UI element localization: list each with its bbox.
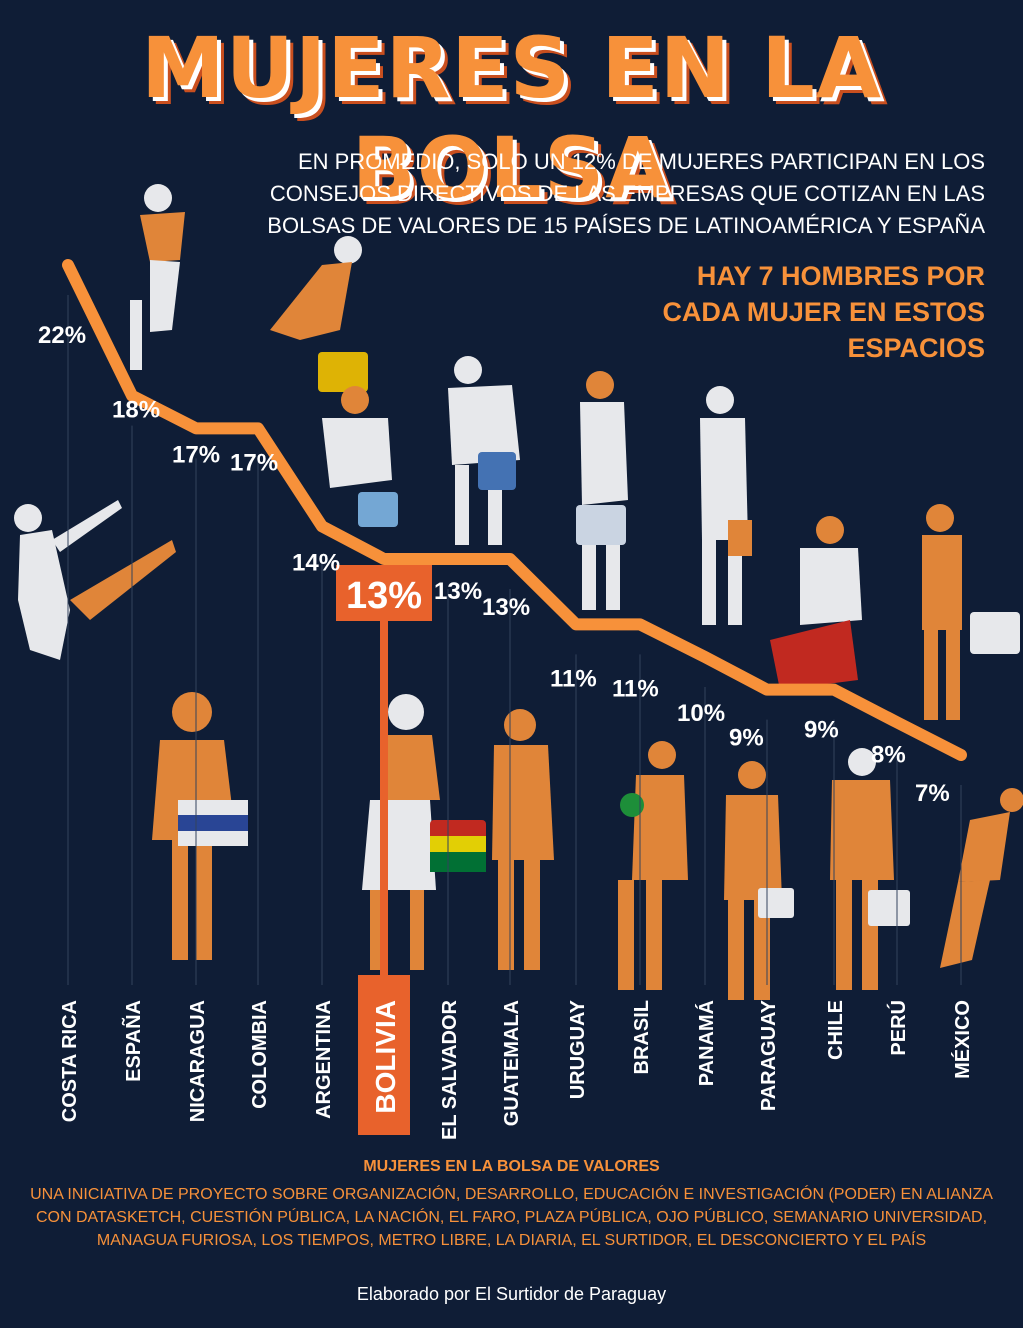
footer-author: Elaborado por El Surtidor de Paraguay bbox=[356, 1284, 667, 1304]
highlight-value-box bbox=[336, 565, 432, 621]
value-label: 13% bbox=[482, 594, 530, 621]
figure-paraguay bbox=[724, 761, 794, 1000]
line-chart: 13% 22%18%17% 17%14%13%13%11% 11%10%9% 9%8%… bbox=[14, 184, 1023, 1140]
footer-credits: Una iniciativa de Proyecto sobre Organiz… bbox=[30, 1186, 993, 1249]
value-label: 8% bbox=[871, 741, 906, 768]
trend-line bbox=[62, 259, 967, 761]
value-label: 7% bbox=[915, 780, 950, 807]
category-guides bbox=[67, 295, 962, 985]
value-label: 13% bbox=[434, 578, 482, 605]
country-label: PANAMÁ bbox=[695, 1000, 718, 1086]
country-label: CHILE bbox=[825, 1000, 847, 1060]
value-label: 11% bbox=[550, 665, 597, 692]
ratio-note: Hay 7 hombres por cada mujer en estos es… bbox=[662, 261, 985, 363]
country-label: NICARAGUA bbox=[187, 1000, 209, 1122]
country-label: PERÚ bbox=[886, 1000, 910, 1056]
figure-panama bbox=[700, 386, 752, 625]
figure-uruguay bbox=[576, 371, 628, 610]
value-label: 9% bbox=[804, 717, 839, 744]
value-label: 17% bbox=[172, 441, 220, 468]
footer-heading: MUJERES EN LA BOLSA DE VALORES bbox=[363, 1158, 660, 1175]
value-label: 17% bbox=[230, 449, 278, 476]
figure-top-pair bbox=[130, 184, 185, 370]
country-label: EL SALVADOR bbox=[439, 999, 461, 1140]
country-labels: COSTA RICA ESPAÑA NICARAGUA COLOMBIA ARGENTI… bbox=[59, 975, 974, 1140]
value-label: 10% bbox=[677, 700, 725, 727]
country-label: MÉXICO bbox=[951, 1000, 974, 1079]
bolivia-highlight-stem: 13% bbox=[336, 565, 432, 991]
country-label: COSTA RICA bbox=[59, 1000, 81, 1122]
figure-argentina bbox=[322, 386, 398, 527]
figure-mexico-falling bbox=[940, 788, 1023, 968]
figure-peru-waving bbox=[922, 504, 1020, 720]
value-label: 22% bbox=[38, 322, 86, 349]
poster-title: MUJERES EN LA BOLSA bbox=[141, 19, 882, 217]
value-label: 14% bbox=[292, 549, 340, 576]
country-label: GUATEMALA bbox=[501, 1000, 523, 1126]
figure-illustrations bbox=[14, 184, 1023, 1000]
value-label: 11% bbox=[612, 675, 659, 702]
figure-brasil bbox=[618, 741, 688, 990]
country-label: PARAGUAY bbox=[758, 999, 780, 1111]
figure-nicaragua bbox=[152, 692, 248, 960]
figure-climber-costa-rica bbox=[14, 500, 176, 660]
figure-peru-standing bbox=[830, 748, 910, 990]
highlight-stem-bar bbox=[380, 621, 388, 991]
country-label: URUGUAY bbox=[567, 999, 589, 1099]
value-label: 18% bbox=[112, 397, 160, 424]
figure-chile bbox=[770, 516, 862, 690]
value-label: 9% bbox=[729, 725, 764, 752]
highlight-country-box bbox=[358, 975, 410, 1135]
country-label: ARGENTINA bbox=[313, 1000, 335, 1119]
value-labels: 22%18%17% 17%14%13%13%11% 11%10%9% 9%8%7% bbox=[38, 322, 950, 807]
figure-guatemala bbox=[492, 709, 554, 970]
subtitle: En promedio, solo un 12% de mujeres part… bbox=[267, 149, 985, 238]
value-label-highlight: 13% bbox=[346, 575, 422, 617]
country-label-highlight: BOLIVIA bbox=[370, 1000, 401, 1114]
figure-el-salvador bbox=[448, 356, 520, 545]
country-label: COLOMBIA bbox=[249, 1000, 271, 1109]
country-label: ESPAÑA bbox=[122, 1000, 145, 1082]
country-label: BRASIL bbox=[631, 1000, 653, 1074]
figure-colombia bbox=[270, 236, 368, 392]
